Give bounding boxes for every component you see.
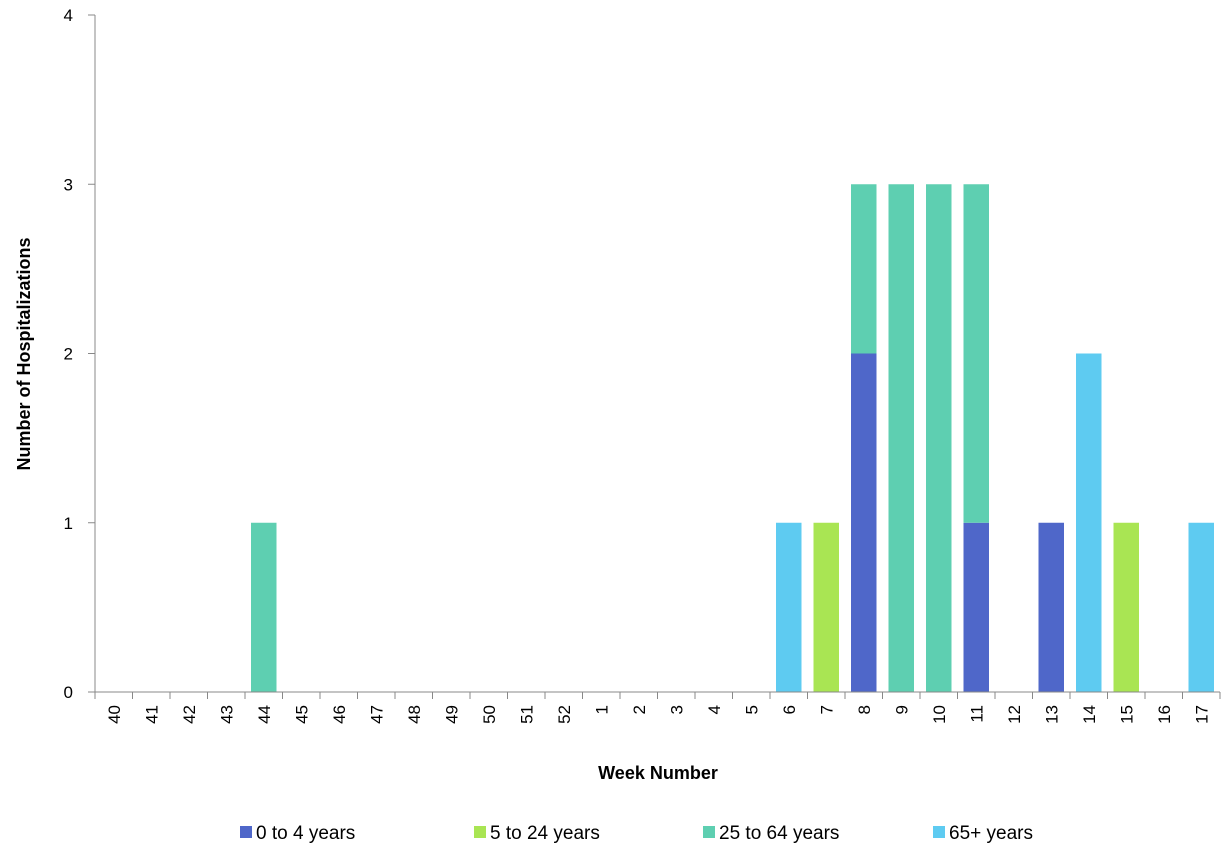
x-tick-label: 4 <box>705 705 724 714</box>
x-tick-label: 43 <box>217 705 236 724</box>
x-tick-label: 50 <box>480 705 499 724</box>
x-tick-label: 13 <box>1042 705 1061 724</box>
x-tick-label: 51 <box>517 705 536 724</box>
x-tick-label: 3 <box>667 705 686 714</box>
legend-label: 25 to 64 years <box>719 823 839 844</box>
bar-segment <box>963 184 989 523</box>
x-tick-label: 5 <box>742 705 761 714</box>
bar-segment <box>851 184 877 354</box>
x-tick-label: 46 <box>330 705 349 724</box>
x-tick-label: 48 <box>405 705 424 724</box>
bar-segment <box>776 522 802 692</box>
bar-segment <box>1038 522 1064 692</box>
legend-swatch <box>933 826 945 838</box>
x-tick-label: 14 <box>1080 705 1099 724</box>
x-tick-label: 41 <box>142 705 161 724</box>
x-tick-label: 47 <box>367 705 386 724</box>
y-tick-label: 4 <box>64 6 73 25</box>
bar-segment <box>888 184 914 692</box>
x-tick-label: 15 <box>1117 705 1136 724</box>
legend: 0 to 4 years 5 to 24 years 25 to 64 years 6… <box>240 823 1033 844</box>
x-axis-title: Week Number <box>598 763 718 783</box>
legend-label: 5 to 24 years <box>490 823 600 844</box>
legend-label: 0 to 4 years <box>256 823 355 844</box>
x-tick-label: 42 <box>180 705 199 724</box>
x-tick-label: 12 <box>1005 705 1024 724</box>
x-tick-label: 45 <box>292 705 311 724</box>
x-tick-label: 16 <box>1155 705 1174 724</box>
x-tick-label: 40 <box>105 705 124 724</box>
bar-segment <box>1076 353 1102 692</box>
bar-segment <box>963 522 989 692</box>
x-tick-label: 2 <box>630 705 649 714</box>
y-axis-ticks: 0 1 2 3 4 <box>64 6 95 702</box>
y-tick-label: 2 <box>64 345 73 364</box>
x-tick-label: 8 <box>855 705 874 714</box>
x-tick-label: 17 <box>1192 705 1211 724</box>
x-tick-label: 44 <box>255 705 274 724</box>
bar-segment <box>813 522 839 692</box>
bar-segment <box>851 353 877 692</box>
x-tick-label: 9 <box>892 705 911 714</box>
y-tick-label: 1 <box>64 514 73 533</box>
x-tick-label: 7 <box>817 705 836 714</box>
legend-swatch <box>474 826 486 838</box>
x-tick-label: 11 <box>967 705 986 723</box>
legend-label: 65+ years <box>949 823 1033 844</box>
bars <box>251 184 1214 692</box>
x-tick-label: 52 <box>555 705 574 724</box>
y-tick-label: 3 <box>64 175 73 194</box>
x-tick-label: 6 <box>780 705 799 714</box>
bar-segment <box>926 184 952 692</box>
bar-segment <box>1188 522 1214 692</box>
bar-segment <box>251 522 277 692</box>
legend-swatch <box>240 826 252 838</box>
x-tick-label: 49 <box>442 705 461 724</box>
y-tick-label: 0 <box>64 683 73 702</box>
legend-swatch <box>703 826 715 838</box>
x-axis-ticks: 40 41 42 43 44 45 46 47 48 49 50 51 52 1 2 3 4 5 6 7 8 9 10 11 1… <box>94 692 1221 724</box>
x-tick-label: 1 <box>592 705 611 714</box>
bar-segment <box>1113 522 1139 692</box>
y-axis-title: Number of Hospitalizations <box>14 237 34 470</box>
x-tick-label: 10 <box>930 705 949 724</box>
